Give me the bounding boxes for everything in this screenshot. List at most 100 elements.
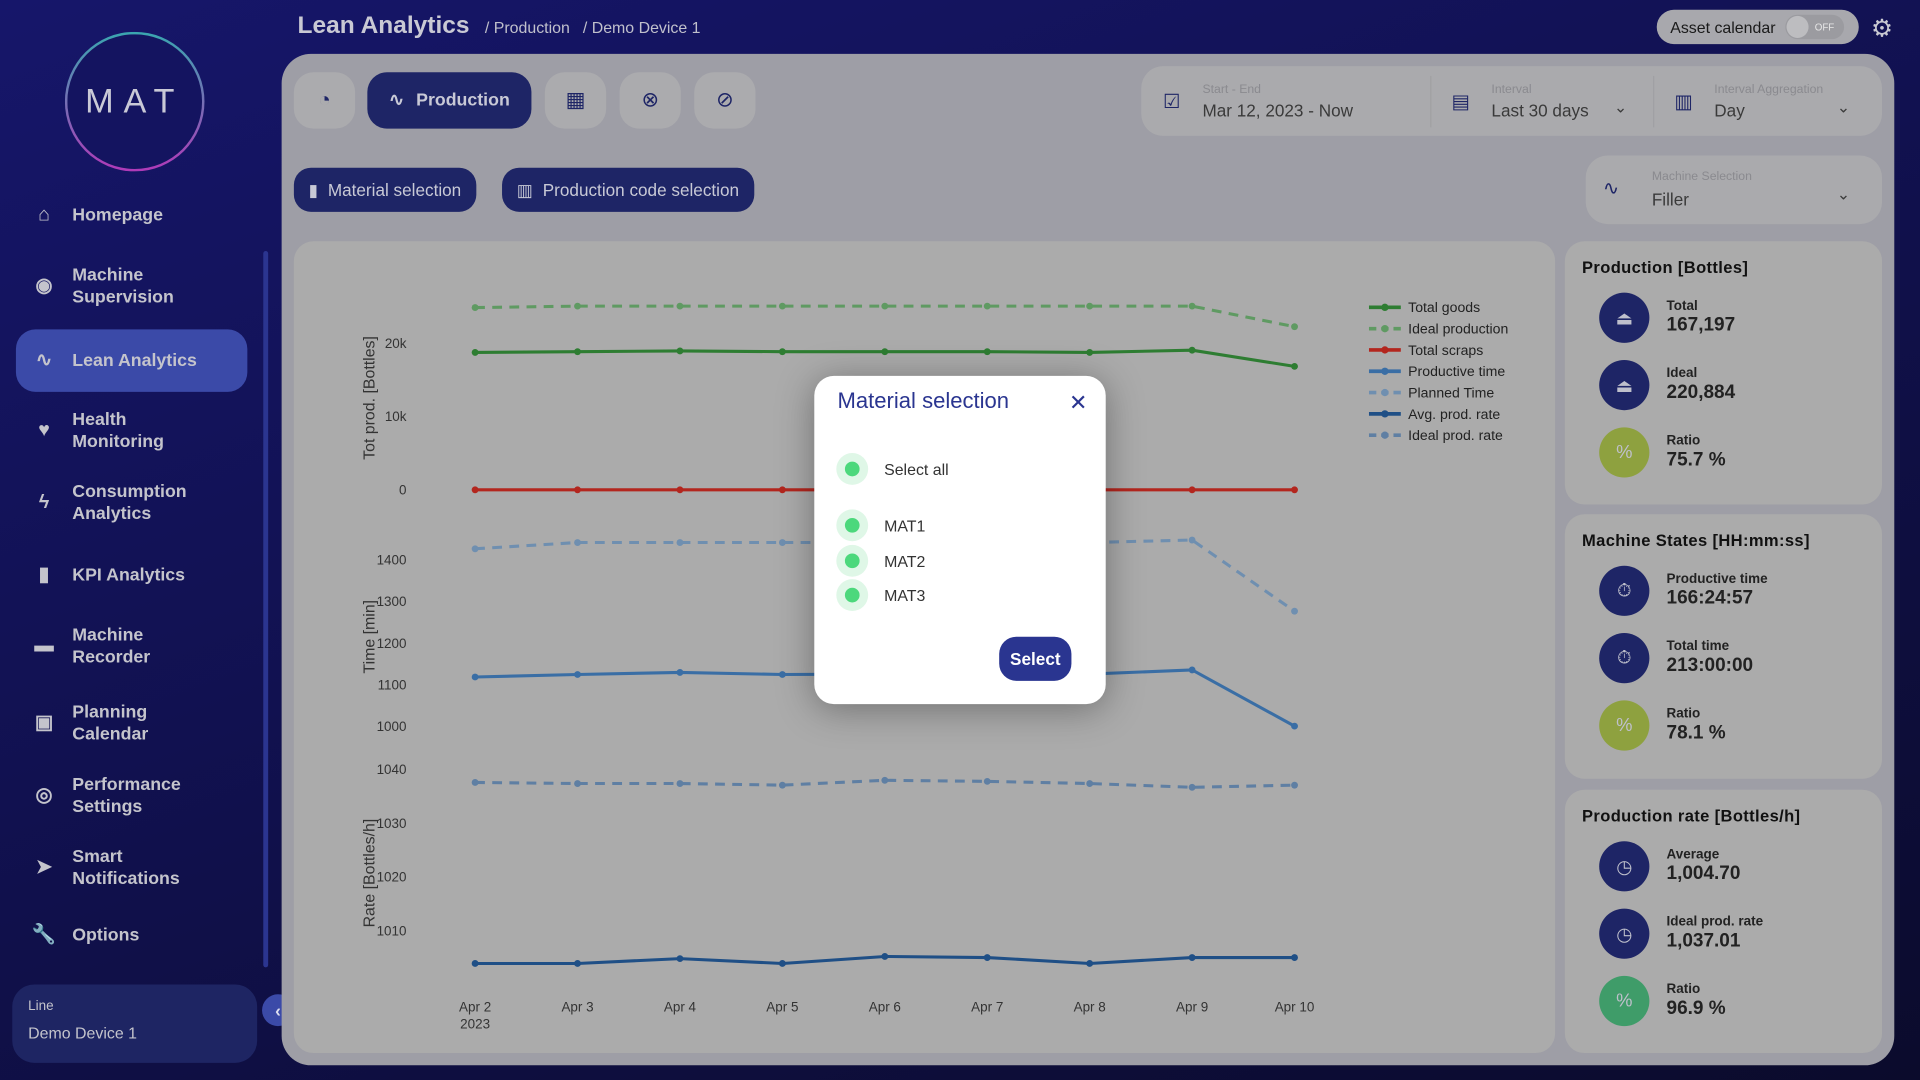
production-code-button[interactable]: ▥ Production code selection <box>502 167 754 212</box>
data-point[interactable] <box>471 545 479 553</box>
select-button[interactable]: Select <box>999 636 1072 681</box>
sidebar-scrollbar[interactable] <box>263 251 269 968</box>
data-point[interactable] <box>574 960 581 967</box>
data-point[interactable] <box>881 953 889 960</box>
sidebar-item-planning-calendar[interactable]: ▣ Planning Calendar <box>16 697 247 751</box>
data-point[interactable] <box>1291 486 1298 494</box>
legend-item[interactable]: Total scraps <box>1368 342 1483 358</box>
data-point[interactable] <box>471 304 479 312</box>
legend-item[interactable]: Total goods <box>1368 299 1480 315</box>
data-point[interactable] <box>881 348 889 356</box>
data-point[interactable] <box>1188 486 1196 494</box>
sidebar-item-smart-notifications[interactable]: ➤ Smart Notifications <box>16 841 247 895</box>
tab-production[interactable]: ∿ Production <box>367 72 532 129</box>
data-point[interactable] <box>1086 302 1094 310</box>
data-point[interactable] <box>881 776 889 784</box>
sidebar-item-lean-analytics[interactable]: ∿ Lean Analytics <box>15 329 248 392</box>
data-point[interactable] <box>1188 954 1196 961</box>
aggregation-select[interactable]: ▥ Interval Aggregation Day ⌄ <box>1653 66 1882 136</box>
data-point[interactable] <box>983 777 991 785</box>
breadcrumb-device[interactable]: / Demo Device 1 <box>582 18 701 37</box>
gear-icon[interactable]: ⚙ <box>1871 15 1893 43</box>
sidebar-item-performance-settings[interactable]: ◎ Performance Settings <box>16 769 247 823</box>
asset-calendar-toggle[interactable]: OFF <box>1785 14 1845 40</box>
sidebar-item-kpi-analytics[interactable]: ▮ KPI Analytics <box>16 556 247 595</box>
data-point[interactable] <box>1291 362 1298 370</box>
data-point[interactable] <box>676 955 684 963</box>
start-end-picker[interactable]: ☑ Start - End Mar 12, 2023 - Now <box>1141 66 1430 136</box>
data-point[interactable] <box>1086 348 1094 356</box>
sidebar-item-machine-supervision[interactable]: ◉ Machine Supervision <box>16 260 247 314</box>
tab-overview[interactable]: ◔ <box>293 72 356 129</box>
data-point[interactable] <box>1188 783 1196 791</box>
data-point[interactable] <box>778 539 786 546</box>
data-point[interactable] <box>1188 346 1196 354</box>
data-point[interactable] <box>1291 607 1298 615</box>
legend-item[interactable]: Ideal prod. rate <box>1368 427 1503 443</box>
interval-select[interactable]: ▤ Interval Last 30 days ⌄ <box>1430 66 1653 136</box>
qr-code-icon: ▦ <box>565 88 586 112</box>
data-point[interactable] <box>676 539 684 546</box>
close-icon[interactable]: ✕ <box>1068 390 1088 416</box>
data-point[interactable] <box>778 302 786 310</box>
data-point[interactable] <box>1291 954 1298 961</box>
data-point[interactable] <box>1086 780 1094 787</box>
data-point[interactable] <box>574 302 581 310</box>
data-point[interactable] <box>676 668 684 676</box>
data-point[interactable] <box>676 302 684 310</box>
data-point[interactable] <box>574 671 581 678</box>
data-point[interactable] <box>778 671 786 678</box>
data-point[interactable] <box>1188 302 1196 310</box>
option-mat1[interactable]: MAT1 <box>836 509 925 542</box>
data-point[interactable] <box>778 486 786 494</box>
data-point[interactable] <box>881 302 889 310</box>
data-point[interactable] <box>778 781 786 789</box>
data-point[interactable] <box>676 780 684 787</box>
sidebar-item-consumption-analytics[interactable]: ϟ Consumption Analytics <box>16 476 247 530</box>
legend-item[interactable]: Ideal production <box>1368 321 1508 337</box>
data-point[interactable] <box>1291 781 1298 789</box>
data-point[interactable] <box>471 348 479 356</box>
legend-item[interactable]: Avg. prod. rate <box>1368 406 1500 422</box>
machine-select[interactable]: ∿ Machine Selection Filler ⌄ <box>1585 155 1883 225</box>
tab-scraps[interactable]: ⊗ <box>619 72 681 129</box>
data-point[interactable] <box>1291 722 1298 730</box>
material-selection-button[interactable]: ▮ Material selection <box>293 167 476 212</box>
data-point[interactable] <box>676 347 684 355</box>
legend-item[interactable]: Planned Time <box>1368 384 1494 400</box>
data-point[interactable] <box>1188 536 1196 544</box>
sidebar-item-options[interactable]: 🔧 Options <box>16 916 247 955</box>
option-mat3[interactable]: MAT3 <box>836 579 925 612</box>
tab-qr[interactable]: ▦ <box>544 72 607 129</box>
data-point[interactable] <box>1188 666 1196 674</box>
data-point[interactable] <box>983 302 991 310</box>
data-point[interactable] <box>778 960 786 967</box>
radio-checked-icon[interactable] <box>836 544 869 577</box>
data-point[interactable] <box>778 348 786 356</box>
legend-item[interactable]: Productive time <box>1368 363 1505 379</box>
line-selector[interactable]: Line Demo Device 1 <box>12 984 258 1063</box>
radio-checked-icon[interactable] <box>836 509 869 542</box>
sidebar-item-health-monitoring[interactable]: ♥ Health Monitoring <box>16 410 247 452</box>
option-mat2[interactable]: MAT2 <box>836 544 925 577</box>
radio-checked-icon[interactable] <box>836 453 869 485</box>
radio-checked-icon[interactable] <box>836 579 869 612</box>
sidebar-item-machine-recorder[interactable]: ▬ Machine Recorder <box>16 626 247 668</box>
data-point[interactable] <box>574 486 581 494</box>
data-point[interactable] <box>471 779 479 786</box>
data-point[interactable] <box>1291 323 1298 331</box>
data-point[interactable] <box>1086 960 1094 967</box>
data-point[interactable] <box>574 348 581 356</box>
tab-downtime[interactable]: ⊘ <box>694 72 756 129</box>
data-point[interactable] <box>574 780 581 787</box>
data-point[interactable] <box>676 486 684 494</box>
breadcrumb-production[interactable]: / Production <box>484 18 570 37</box>
data-point[interactable] <box>471 486 479 494</box>
sidebar-item-homepage[interactable]: ⌂ Homepage <box>16 197 247 234</box>
select-all-option[interactable]: Select all <box>836 453 949 485</box>
data-point[interactable] <box>983 954 991 961</box>
data-point[interactable] <box>471 673 479 681</box>
data-point[interactable] <box>471 960 479 967</box>
data-point[interactable] <box>574 539 581 546</box>
data-point[interactable] <box>983 348 991 356</box>
